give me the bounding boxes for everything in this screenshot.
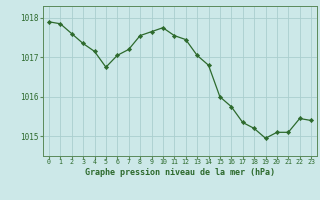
X-axis label: Graphe pression niveau de la mer (hPa): Graphe pression niveau de la mer (hPa) — [85, 168, 275, 177]
